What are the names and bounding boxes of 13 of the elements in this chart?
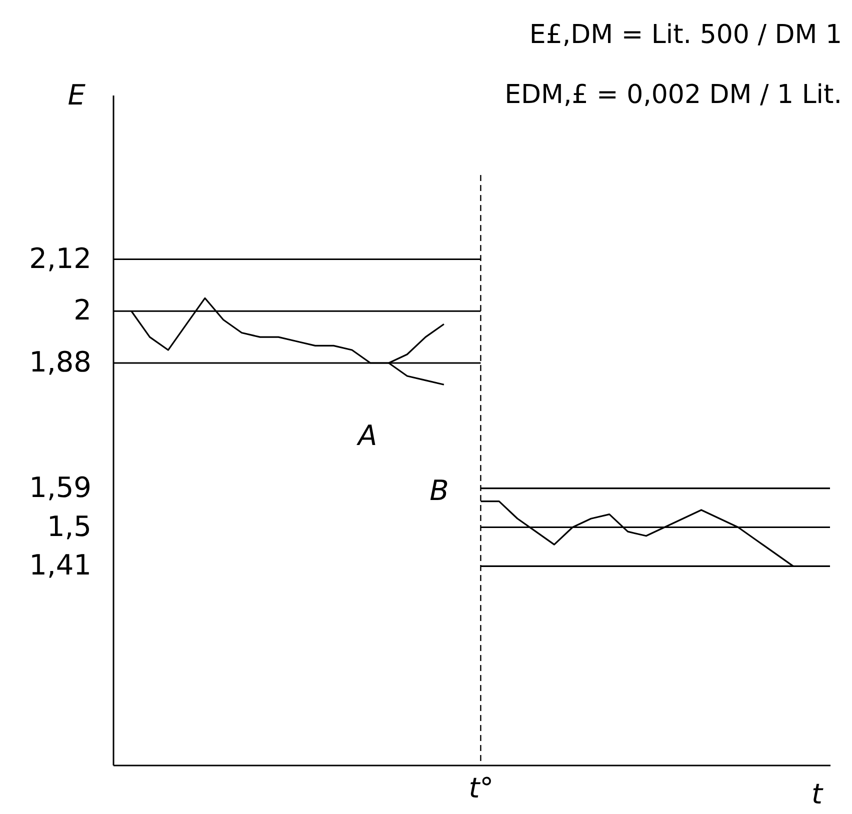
x-axis-title: t	[812, 778, 824, 810]
annotation: B	[430, 474, 449, 507]
annotation: EDM,£ = 0,002 DM / 1 Lit.	[504, 80, 842, 110]
y-tick-label: 1,88	[29, 346, 92, 378]
y-tick-label: 1,41	[29, 548, 92, 582]
y-tick-label: 2,12	[29, 242, 92, 275]
x-tick-label: t°	[468, 772, 494, 804]
text: E£,DM = Lit. 500 / DM 1	[529, 20, 842, 50]
annotation: A	[356, 419, 378, 452]
y-tick-label: 1,5	[46, 510, 92, 543]
y-tick-label: 1,59	[29, 470, 92, 504]
y-tick-label: 2	[74, 294, 92, 327]
y-axis-title: E	[68, 78, 86, 112]
